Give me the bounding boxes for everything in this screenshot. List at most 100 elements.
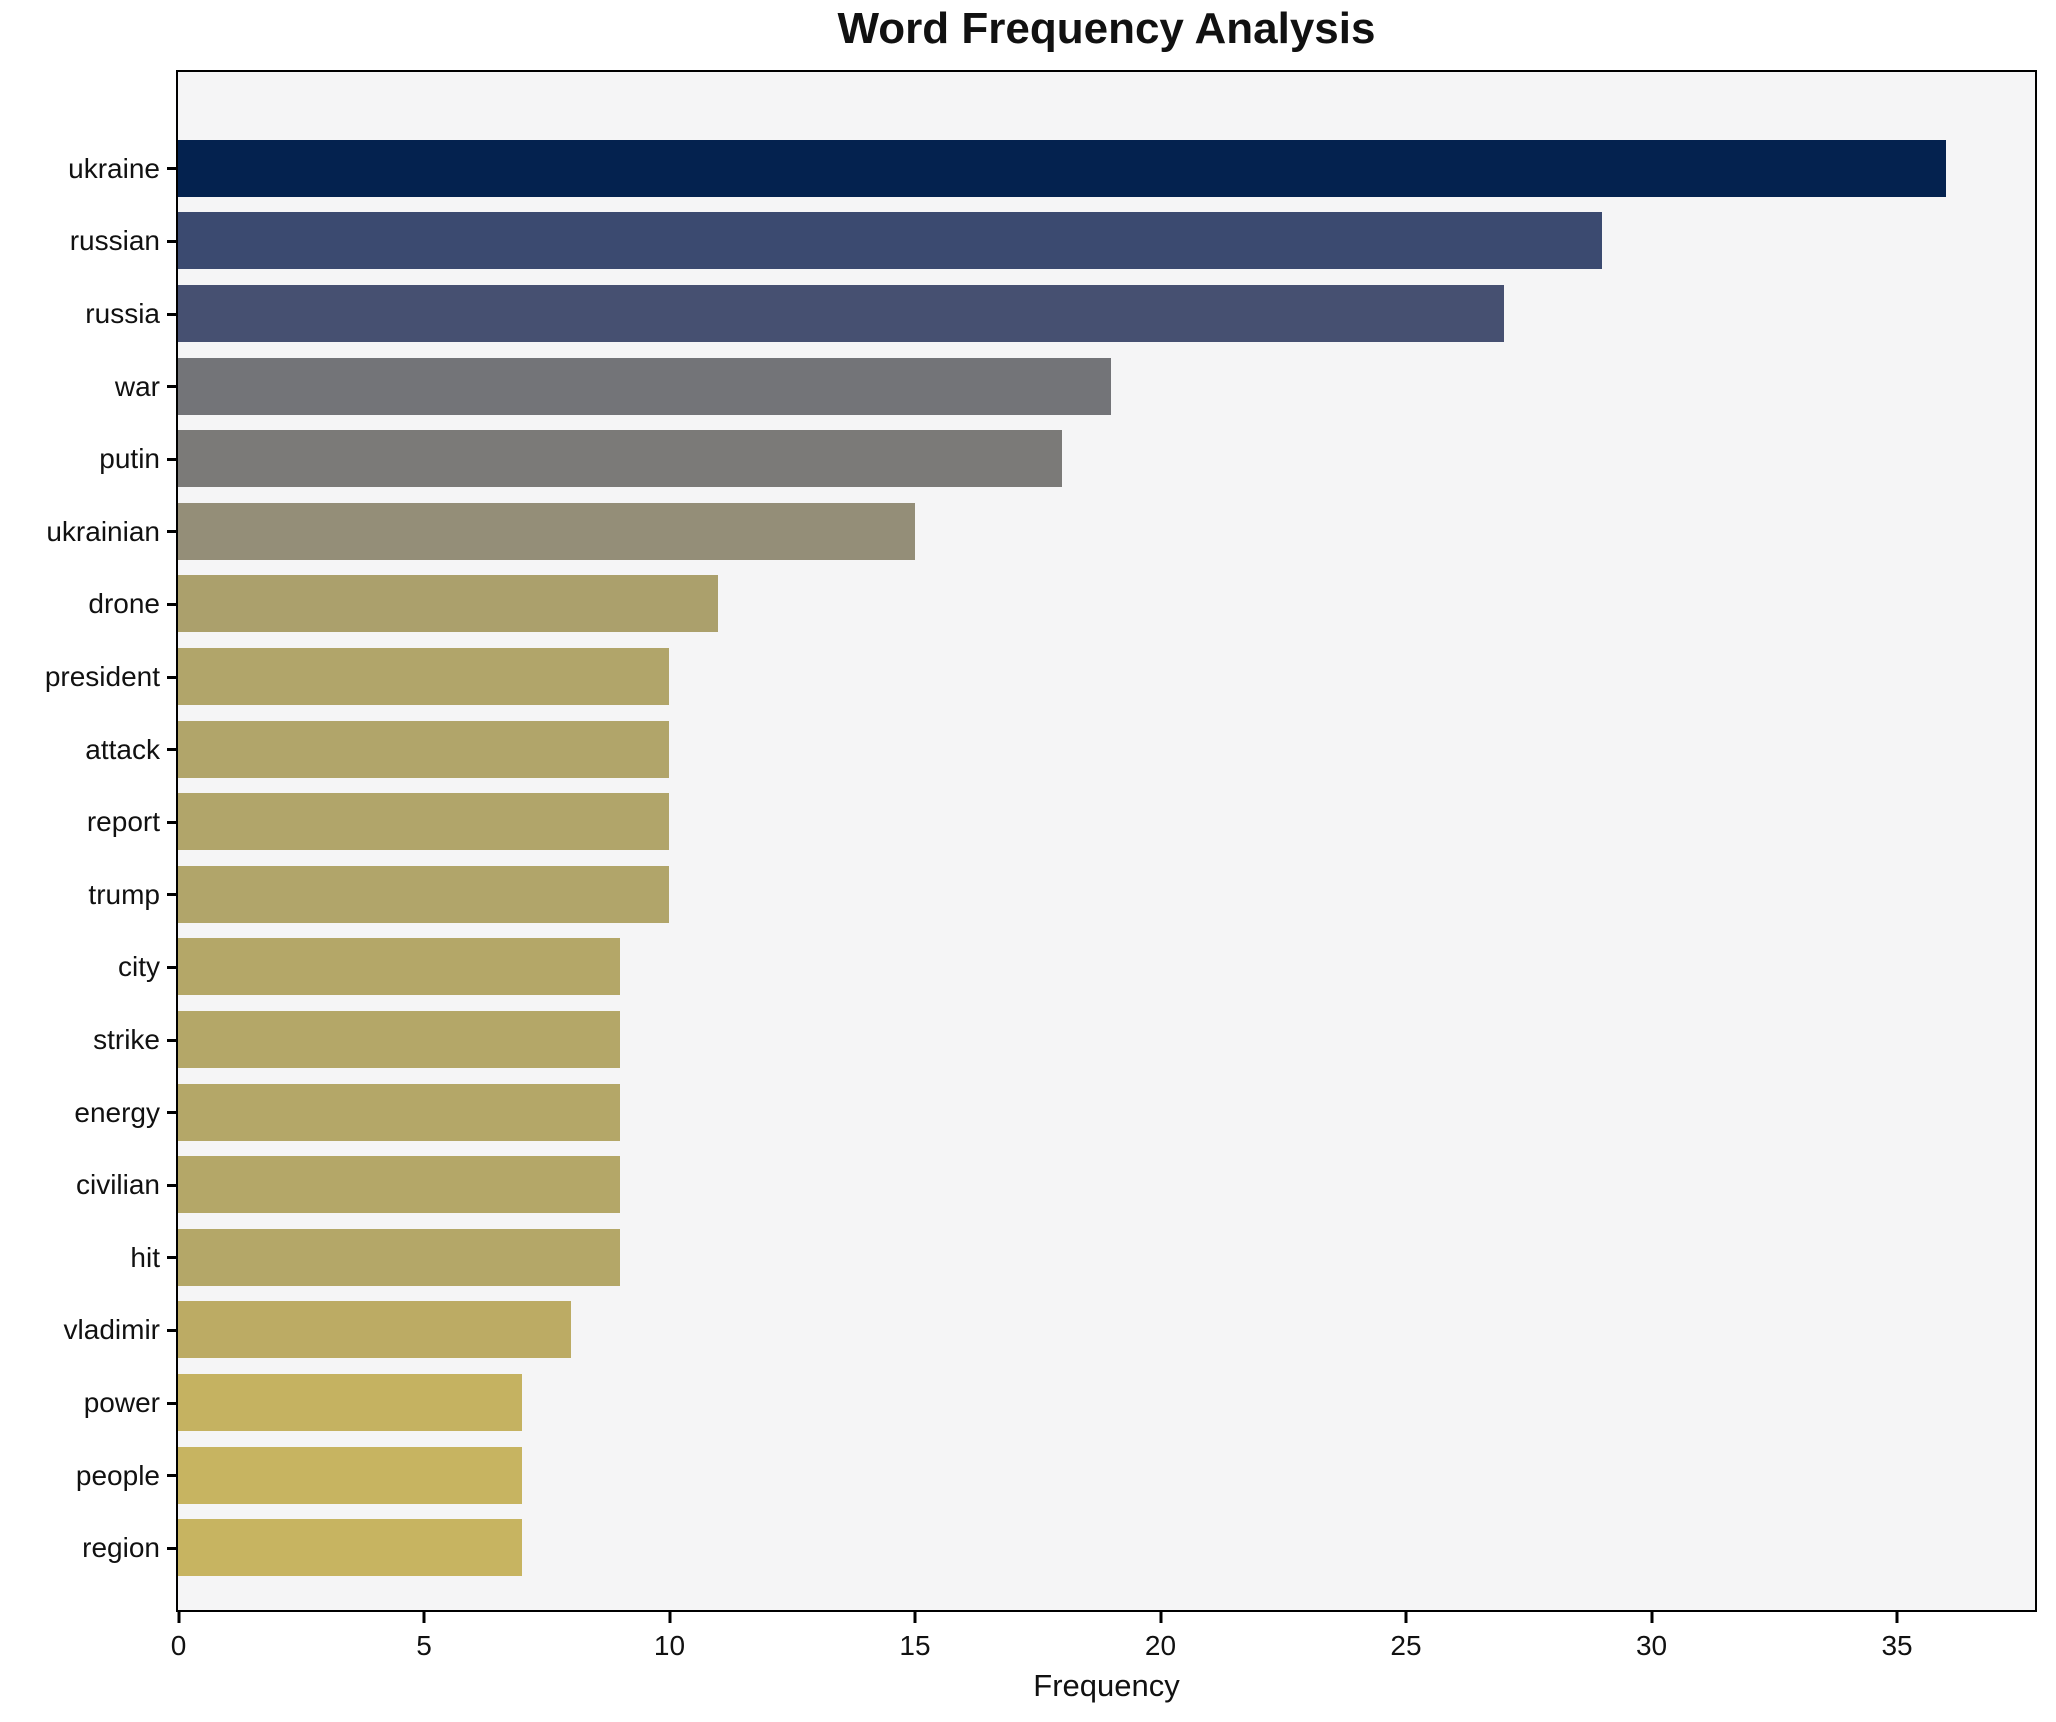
y-tick [167,530,176,534]
bar-attack [178,720,669,778]
y-tick-label-ukrainian: ukrainian [46,515,160,547]
y-tick-label-energy: energy [74,1096,160,1128]
bar-row [178,139,2035,197]
bar-row [178,938,2035,996]
x-tick-label-35: 35 [1881,1630,1913,1661]
x-tick-label-10: 10 [653,1630,686,1661]
y-tick-label-hit: hit [130,1241,160,1273]
bar-region [178,1519,522,1577]
x-tick-label-5: 5 [416,1630,432,1661]
bar-row [178,865,2035,923]
x-tick-label-0: 0 [170,1630,187,1661]
chart-title: Word Frequency Analysis [837,4,1376,53]
y-tick-label-putin: putin [99,443,160,475]
y-tick [167,1401,176,1405]
y-tick-label-report: report [86,806,160,838]
bar-people [178,1446,522,1504]
y-tick [167,675,176,679]
y-tick [167,385,176,389]
y-tick-label-attack: attack [85,733,160,765]
y-tick [167,1038,176,1042]
x-tick [668,1612,671,1623]
bar-row [178,575,2035,633]
x-tick-label-15: 15 [899,1630,931,1661]
y-tick [167,239,176,243]
y-tick [167,893,176,897]
bar-power [178,1374,522,1431]
x-tick-label-25: 25 [1390,1630,1422,1661]
bar-energy [178,1083,620,1141]
y-tick [167,602,176,606]
bar-row [178,1011,2035,1068]
bar-row [178,1301,2035,1359]
x-tick [177,1612,180,1623]
y-tick-label-russian: russian [69,225,160,257]
bar-president [178,648,669,705]
bar-row [178,212,2035,270]
bar-row [178,285,2035,342]
y-tick [167,1328,176,1332]
bar-war [178,357,1111,415]
x-axis-label: Frequency [1033,1668,1180,1703]
x-tick [422,1612,426,1623]
x-tick [1404,1612,1408,1623]
bar-row [178,1228,2035,1286]
bar-vladimir [178,1301,571,1359]
bar-russia [178,285,1504,342]
y-tick [167,748,176,752]
bar-hit [178,1228,620,1286]
y-tick [167,820,176,824]
bar-row [178,357,2035,415]
y-tick [167,1474,176,1478]
bar-ukrainian [178,502,915,560]
bar-civilian [178,1156,620,1214]
bar-trump [178,865,669,923]
bar-row [178,1083,2035,1141]
y-tick [167,1111,176,1115]
y-tick-label-power: power [83,1387,160,1418]
x-tick-label-30: 30 [1635,1630,1668,1661]
y-tick [167,965,176,969]
y-tick-label-city: city [118,951,160,983]
x-tick [913,1612,917,1623]
bar-drone [178,575,719,633]
y-tick [167,312,176,316]
y-tick [167,457,176,461]
bar-city [178,938,620,996]
y-tick [167,167,176,171]
bar-row [178,502,2035,560]
y-tick-label-people: people [75,1459,160,1491]
y-tick [167,1183,176,1187]
plot-area [176,70,2037,1612]
x-tick-label-20: 20 [1144,1630,1177,1661]
y-tick-label-trump: trump [88,878,160,910]
bar-report [178,793,669,851]
bar-row [178,1374,2035,1431]
y-tick-label-war: war [114,370,160,402]
bar-row [178,793,2035,851]
bar-row [178,430,2035,488]
y-tick-label-drone: drone [88,588,160,620]
bar-row [178,720,2035,778]
bar-row [178,1446,2035,1504]
y-tick [167,1546,176,1550]
x-tick [1895,1612,1899,1623]
x-tick [1159,1612,1162,1623]
y-tick-label-civilian: civilian [75,1169,160,1201]
bar-putin [178,430,1062,488]
bar-russian [178,212,1602,270]
y-tick-label-region: region [82,1532,160,1564]
bar-ukraine [178,139,1946,197]
y-tick-label-russia: russia [85,298,160,329]
y-tick-label-strike: strike [93,1024,160,1055]
y-tick-label-ukraine: ukraine [68,152,160,184]
y-tick-label-president: president [44,661,160,692]
x-tick [1650,1612,1654,1623]
bar-row [178,648,2035,705]
bar-row [178,1519,2035,1577]
y-tick-label-vladimir: vladimir [63,1314,160,1346]
bar-row [178,1156,2035,1214]
bar-strike [178,1011,620,1068]
y-tick [167,1256,176,1260]
